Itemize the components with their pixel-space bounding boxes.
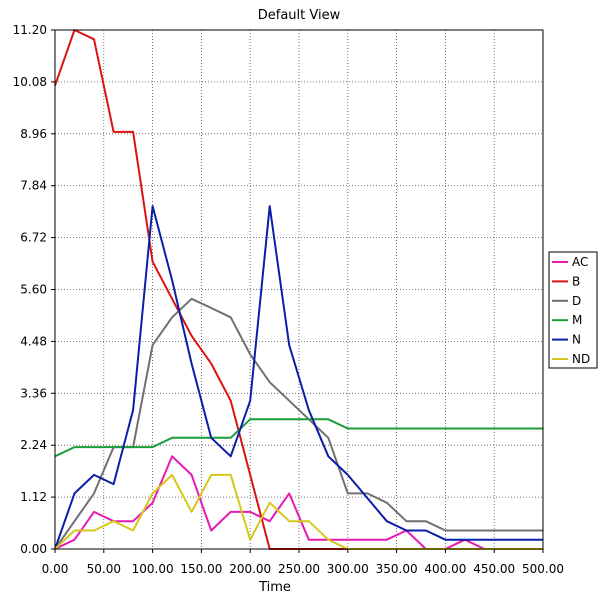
y-tick-label: 2.24 (20, 438, 47, 452)
x-tick-label: 200.00 (229, 562, 271, 576)
x-tick-label: 400.00 (424, 562, 466, 576)
y-tick-label: 4.48 (20, 334, 47, 348)
x-tick-label: 250.00 (278, 562, 320, 576)
x-tick-label: 500.00 (522, 562, 564, 576)
legend-label-n: N (572, 333, 581, 347)
y-tick-label: 1.12 (20, 490, 47, 504)
series-line-ac (54, 455, 543, 550)
legend-label-d: D (572, 294, 581, 308)
series-line-m (54, 418, 543, 458)
legend-label-m: M (572, 313, 582, 327)
y-tick-label: 7.84 (20, 179, 47, 193)
legend-label-b: B (572, 274, 580, 288)
legend-label-ac: AC (572, 255, 588, 269)
grid (55, 30, 543, 549)
y-tick-label: 5.60 (20, 283, 47, 297)
x-tick-label: 300.00 (327, 562, 369, 576)
y-axis-ticks: 0.00 1.12 2.24 3.36 4.48 5.60 6.72 7.84 8.96 10.0… (13, 23, 55, 556)
x-tick-label: 150.00 (180, 562, 222, 576)
x-tick-label: 0.00 (42, 562, 69, 576)
y-tick-label: 6.72 (20, 231, 47, 245)
legend-label-nd: ND (572, 352, 590, 366)
y-tick-label: 8.96 (20, 127, 47, 141)
y-tick-label: 11.20 (13, 23, 47, 37)
x-tick-label: 100.00 (132, 562, 174, 576)
x-tick-label: 350.00 (376, 562, 418, 576)
legend-box (548, 251, 598, 369)
series-line-d (54, 297, 543, 550)
y-tick-label: 10.08 (13, 75, 47, 89)
y-tick-label: 0.00 (20, 542, 47, 556)
x-tick-label: 50.00 (87, 562, 121, 576)
series-line-n (54, 205, 543, 550)
chart-title: Default View (258, 8, 341, 23)
x-axis-ticks: 0.00 50.00 100.00 150.00 200.00 250.00 300.00 3… (42, 549, 564, 576)
y-tick-label: 3.36 (20, 386, 47, 400)
x-tick-label: 450.00 (473, 562, 515, 576)
x-axis-title: Time (258, 580, 291, 595)
